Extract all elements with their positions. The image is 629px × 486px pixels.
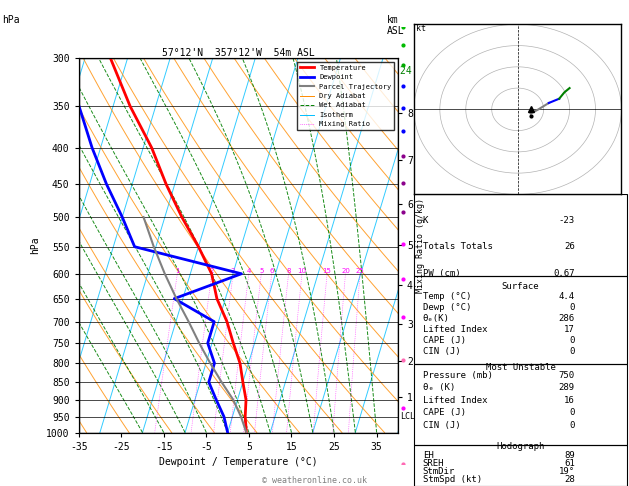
Text: 5: 5 [259, 268, 264, 274]
Text: 17: 17 [564, 325, 575, 334]
Text: 19°: 19° [559, 467, 575, 476]
Text: 20: 20 [341, 268, 350, 274]
Text: StmDir: StmDir [423, 467, 455, 476]
Text: 1: 1 [175, 268, 179, 274]
Text: 0: 0 [569, 303, 575, 312]
Text: 4.4: 4.4 [559, 292, 575, 301]
X-axis label: Dewpoint / Temperature (°C): Dewpoint / Temperature (°C) [159, 457, 318, 467]
Text: 89: 89 [564, 451, 575, 460]
Bar [414, 445, 627, 486]
Text: EH: EH [423, 451, 433, 460]
Text: CAPE (J): CAPE (J) [423, 408, 466, 417]
Text: PW (cm): PW (cm) [423, 269, 460, 278]
Text: Lifted Index: Lifted Index [423, 325, 487, 334]
Text: 3: 3 [231, 268, 235, 274]
Text: 6: 6 [269, 268, 274, 274]
Text: 0: 0 [569, 408, 575, 417]
Text: 24.04.2024  06GMT (Base: 12): 24.04.2024 06GMT (Base: 12) [400, 66, 564, 76]
Text: Most Unstable: Most Unstable [486, 364, 555, 372]
Text: 4: 4 [247, 268, 251, 274]
Text: 16: 16 [564, 396, 575, 405]
Text: 25: 25 [355, 268, 364, 274]
Y-axis label: hPa: hPa [31, 237, 40, 254]
Text: 26: 26 [564, 243, 575, 251]
Text: 2: 2 [209, 268, 214, 274]
Text: km
ASL: km ASL [387, 15, 404, 36]
Text: Dewp (°C): Dewp (°C) [423, 303, 471, 312]
Text: © weatheronline.co.uk: © weatheronline.co.uk [262, 476, 367, 485]
Text: θₑ(K): θₑ(K) [423, 314, 450, 323]
Text: 0: 0 [569, 347, 575, 356]
Bar [414, 364, 627, 445]
Text: -23: -23 [559, 216, 575, 225]
Text: Temp (°C): Temp (°C) [423, 292, 471, 301]
Text: kt: kt [416, 24, 426, 33]
Bar [414, 276, 627, 364]
Text: θₑ (K): θₑ (K) [423, 383, 455, 392]
Text: 0: 0 [569, 421, 575, 430]
Text: Pressure (mb): Pressure (mb) [423, 371, 493, 380]
Text: 0.67: 0.67 [554, 269, 575, 278]
Text: 286: 286 [559, 314, 575, 323]
Text: StmSpd (kt): StmSpd (kt) [423, 475, 482, 485]
Text: Totals Totals: Totals Totals [423, 243, 493, 251]
Text: 15: 15 [323, 268, 331, 274]
Text: 0: 0 [569, 336, 575, 345]
Text: 8: 8 [286, 268, 291, 274]
Text: CIN (J): CIN (J) [423, 421, 460, 430]
Text: K: K [423, 216, 428, 225]
Title: 57°12'N  357°12'W  54m ASL: 57°12'N 357°12'W 54m ASL [162, 48, 314, 57]
Text: LCL: LCL [400, 412, 415, 421]
Text: 61: 61 [564, 459, 575, 468]
Text: 28: 28 [564, 475, 575, 485]
Text: CIN (J): CIN (J) [423, 347, 460, 356]
Legend: Temperature, Dewpoint, Parcel Trajectory, Dry Adiabat, Wet Adiabat, Isotherm, Mi: Temperature, Dewpoint, Parcel Trajectory… [297, 62, 394, 130]
Text: 10: 10 [298, 268, 306, 274]
Y-axis label: Mixing Ratio (g/kg): Mixing Ratio (g/kg) [416, 198, 425, 293]
Text: Lifted Index: Lifted Index [423, 396, 487, 405]
Bar [414, 194, 627, 276]
Text: SREH: SREH [423, 459, 444, 468]
Text: Surface: Surface [502, 282, 539, 291]
Text: CAPE (J): CAPE (J) [423, 336, 466, 345]
Text: 289: 289 [559, 383, 575, 392]
Text: 750: 750 [559, 371, 575, 380]
Text: Hodograph: Hodograph [496, 442, 545, 451]
Text: hPa: hPa [2, 15, 19, 25]
